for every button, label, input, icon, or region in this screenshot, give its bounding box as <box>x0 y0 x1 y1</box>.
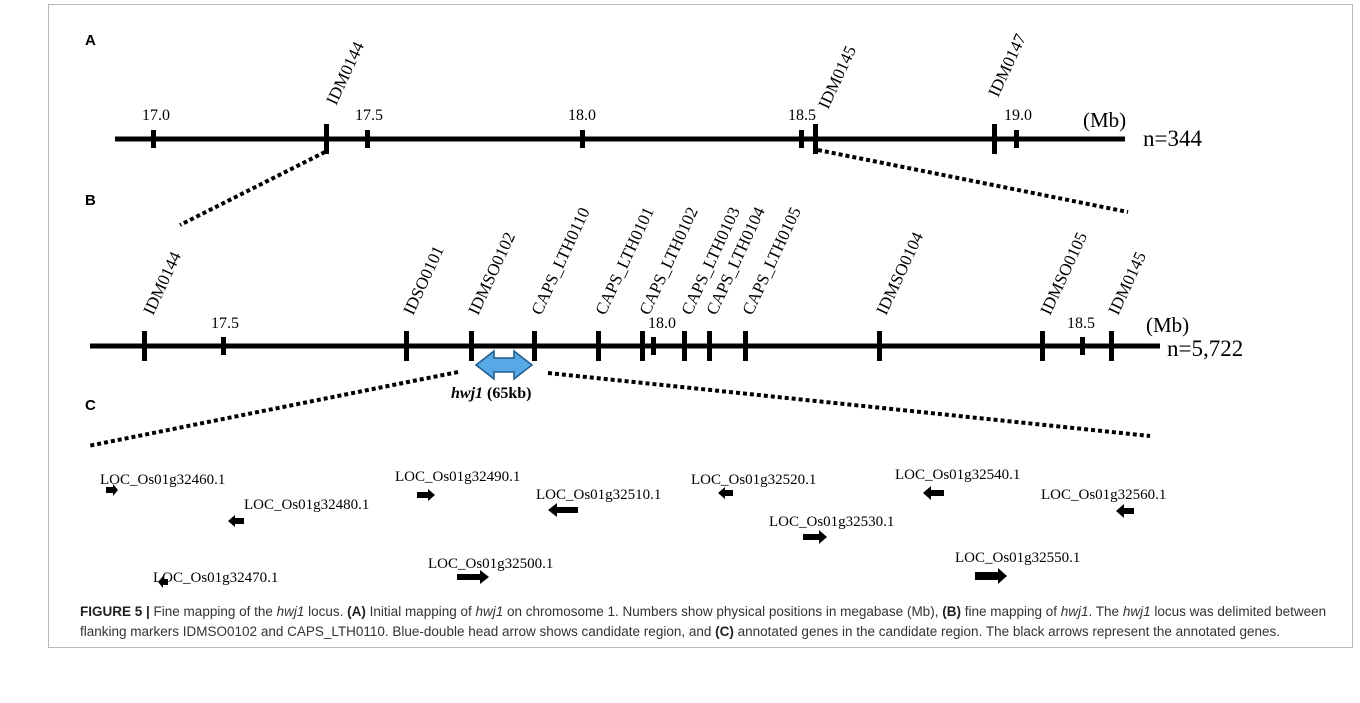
marker-label-b-11: IDMSO0105 <box>1036 229 1091 318</box>
gene-label-8: LOC_Os01g32530.1 <box>769 514 894 530</box>
marker-b-5 <box>596 331 601 361</box>
caption-gene-name: hwj1 <box>276 604 305 619</box>
gene-label-10: LOC_Os01g32550.1 <box>955 550 1080 566</box>
candidate-region-label: hwj1 (65kb) <box>451 385 531 402</box>
caption-panel-ref: (C) <box>715 624 734 639</box>
tick-a-1 <box>151 130 156 148</box>
gene-arrow-9 <box>923 486 944 500</box>
marker-b-8 <box>707 331 712 361</box>
panel-a-count: n=344 <box>1143 126 1202 151</box>
caption-text: annotated genes in the candidate region.… <box>733 624 1281 639</box>
marker-b-4 <box>532 331 537 361</box>
gene-label-7: LOC_Os01g32520.1 <box>691 472 816 488</box>
marker-label-b-3: IDMSO0102 <box>464 229 519 318</box>
caption-text: Fine mapping of the <box>149 604 277 619</box>
caption-text: locus. <box>304 604 348 619</box>
zoom-line-b-left <box>87 370 459 448</box>
gene-label-1: LOC_Os01g32460.1 <box>100 472 225 488</box>
gene-arrow-2 <box>158 576 168 588</box>
marker-b-10 <box>877 331 882 361</box>
gene-arrow-1 <box>106 484 118 496</box>
gene-arrow-11 <box>1116 504 1134 518</box>
marker-label-b-10: IDMSO0104 <box>872 229 927 318</box>
marker-label-a-1: IDM0144 <box>322 38 368 107</box>
gene-label-4: LOC_Os01g32490.1 <box>395 469 520 485</box>
panel-c-genes: LOC_Os01g32460.1 LOC_Os01g32470.1 LOC_Os… <box>100 467 1166 588</box>
zoom-line-a-right <box>817 148 1129 214</box>
marker-label-b-4: CAPS_LTH0110 <box>527 205 593 318</box>
tick-label-a-2: 17.5 <box>355 107 383 124</box>
caption-text: fine mapping of <box>960 604 1061 619</box>
panel-a-letter: A <box>85 32 96 49</box>
tick-label-b-2: 18.0 <box>648 315 676 332</box>
caption-figure-tag: FIGURE 5 | <box>80 604 150 619</box>
gene-label-3: LOC_Os01g32480.1 <box>244 497 369 513</box>
marker-b-2 <box>404 331 409 361</box>
marker-b-1 <box>142 331 147 361</box>
zoom-line-a-left <box>179 150 326 227</box>
gene-label-11: LOC_Os01g32560.1 <box>1041 487 1166 503</box>
panel-b-chromosome: 17.5 18.0 18.5 IDM0144 IDSO0101 IDMSO010… <box>90 204 1243 361</box>
gene-label-5: LOC_Os01g32500.1 <box>428 556 553 572</box>
marker-a-3 <box>992 124 997 154</box>
caption-panel-ref: (A) <box>347 604 366 619</box>
caption-text: locus was delimited between flanking mar… <box>80 604 1327 639</box>
panel-b-unit: (Mb) <box>1146 313 1189 337</box>
tick-a-2 <box>365 130 370 148</box>
tick-label-a-4: 18.5 <box>788 107 816 124</box>
marker-label-b-2: IDSO0101 <box>399 243 447 318</box>
caption-text: on chromosome 1. Numbers show physical p… <box>503 604 943 619</box>
caption-gene-name: hwj1 <box>1122 604 1151 619</box>
tick-a-5 <box>1014 130 1019 148</box>
tick-label-a-1: 17.0 <box>142 107 170 124</box>
caption-gene-name: hwj1 <box>475 604 504 619</box>
gene-arrow-4 <box>417 489 435 501</box>
tick-label-a-3: 18.0 <box>568 107 596 124</box>
gene-label-9: LOC_Os01g32540.1 <box>895 467 1020 483</box>
figure-frame <box>48 4 1353 648</box>
tick-b-2 <box>651 337 656 355</box>
panel-a-chromosome: 17.0 17.5 18.0 18.5 19.0 IDM0144 IDM0145… <box>115 30 1202 154</box>
tick-a-3 <box>580 130 585 148</box>
tick-label-b-1: 17.5 <box>211 315 239 332</box>
gene-arrow-3 <box>228 515 244 527</box>
marker-a-2 <box>813 124 818 154</box>
gene-arrow-10 <box>975 568 1007 584</box>
panel-b-count: n=5,722 <box>1167 336 1243 361</box>
tick-b-3 <box>1080 337 1085 355</box>
tick-a-4 <box>799 130 804 148</box>
gene-arrow-6 <box>548 503 578 517</box>
gene-arrow-7 <box>718 487 733 499</box>
caption-panel-ref: (B) <box>942 604 961 619</box>
marker-label-a-2: IDM0145 <box>814 43 860 112</box>
marker-label-b-12: IDM0145 <box>1104 249 1150 318</box>
marker-b-9 <box>743 331 748 361</box>
marker-b-6 <box>640 331 645 361</box>
marker-b-3 <box>469 331 474 361</box>
panel-c-letter: C <box>85 397 96 414</box>
caption-text: . The <box>1088 604 1123 619</box>
marker-b-12 <box>1109 331 1114 361</box>
tick-label-a-5: 19.0 <box>1004 107 1032 124</box>
gene-label-2: LOC_Os01g32470.1 <box>153 570 278 586</box>
gene-label-6: LOC_Os01g32510.1 <box>536 487 661 503</box>
caption-text: Initial mapping of <box>365 604 476 619</box>
marker-b-11 <box>1040 331 1045 361</box>
marker-label-a-3: IDM0147 <box>984 30 1030 99</box>
panel-b-letter: B <box>85 192 96 209</box>
tick-label-b-3: 18.5 <box>1067 315 1095 332</box>
tick-b-1 <box>221 337 226 355</box>
figure-caption: FIGURE 5 | Fine mapping of the hwj1 locu… <box>80 602 1350 642</box>
marker-b-7 <box>682 331 687 361</box>
candidate-region-double-arrow <box>474 349 534 381</box>
gene-arrow-5 <box>457 570 489 584</box>
gene-arrow-8 <box>803 530 827 544</box>
caption-gene-name: hwj1 <box>1060 604 1089 619</box>
marker-a-1 <box>324 124 329 154</box>
zoom-line-b-right <box>547 371 1151 438</box>
marker-label-b-1: IDM0144 <box>139 248 185 317</box>
panel-a-unit: (Mb) <box>1083 108 1126 132</box>
